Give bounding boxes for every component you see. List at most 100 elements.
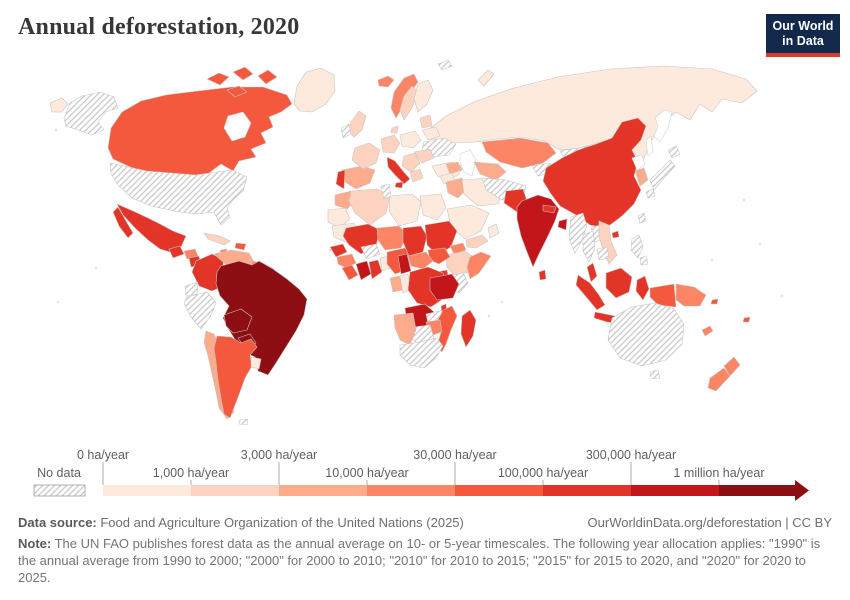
region-uzbekistan[interactable]: [473, 161, 507, 181]
region-solomon-islands[interactable]: [710, 298, 719, 305]
region-united-states[interactable]: [109, 162, 248, 226]
region-greece[interactable]: [409, 168, 424, 183]
region-hispaniola[interactable]: [234, 242, 247, 251]
region-sweden[interactable]: [399, 85, 419, 121]
region-ireland[interactable]: [340, 123, 352, 139]
region-portugal[interactable]: [335, 169, 346, 190]
legend-swatch-b7[interactable]: [631, 485, 719, 496]
region-indonesia-borneo[interactable]: [605, 267, 633, 299]
legend-swatch-b2[interactable]: [191, 485, 279, 496]
region-india[interactable]: [516, 194, 560, 268]
region-indonesia-sumatra[interactable]: [575, 274, 606, 311]
region-indonesia-sulawesi[interactable]: [635, 275, 650, 301]
region-ghana[interactable]: [368, 259, 383, 280]
legend-swatch-b3[interactable]: [279, 485, 367, 496]
region-yemen[interactable]: [465, 234, 489, 249]
region-italy-sicily[interactable]: [394, 181, 404, 189]
region-svalbard[interactable]: [437, 59, 453, 71]
region-fiji[interactable]: [742, 316, 751, 323]
region-central-african-republic[interactable]: [407, 251, 434, 270]
region-egypt[interactable]: [419, 193, 447, 221]
legend-no-data-swatch[interactable]: [33, 484, 86, 497]
region-oman[interactable]: [487, 223, 500, 239]
region-spain[interactable]: [341, 165, 376, 190]
region-new-caledonia[interactable]: [701, 325, 714, 337]
region-china[interactable]: [542, 117, 647, 229]
region-japan-hokkaido[interactable]: [667, 145, 681, 159]
region-brazil[interactable]: [215, 260, 308, 376]
region-australia-tasmania[interactable]: [649, 369, 661, 380]
region-nepal[interactable]: [542, 204, 557, 214]
region-peru[interactable]: [183, 291, 217, 330]
region-south-africa[interactable]: [399, 337, 444, 369]
region-chad[interactable]: [402, 225, 428, 257]
region-senegal[interactable]: [329, 243, 348, 258]
region-bangladesh[interactable]: [557, 218, 568, 231]
region-thailand[interactable]: [582, 230, 596, 263]
region-united-states-alaska[interactable]: [63, 91, 119, 136]
region-baltics[interactable]: [419, 114, 433, 129]
region-cote-divoire[interactable]: [355, 260, 372, 281]
owid-logo[interactable]: Our World in Data: [766, 14, 840, 57]
region-cuba[interactable]: [203, 232, 231, 246]
region-tanzania[interactable]: [429, 273, 460, 301]
region-uruguay[interactable]: [250, 356, 262, 370]
region-kazakhstan[interactable]: [481, 137, 557, 169]
region-japan-kyushu[interactable]: [645, 188, 656, 199]
region-canada[interactable]: [107, 86, 293, 176]
region-china-hainan[interactable]: [611, 230, 620, 239]
region-south-korea[interactable]: [634, 167, 649, 187]
region-vietnam[interactable]: [598, 220, 618, 265]
region-sierra-leone-liberia[interactable]: [341, 264, 359, 281]
region-canada-arctic-1[interactable]: [206, 72, 230, 86]
region-malaysia[interactable]: [586, 262, 598, 283]
region-burkina-faso[interactable]: [360, 243, 381, 260]
region-algeria[interactable]: [348, 188, 391, 226]
region-bolivia[interactable]: [223, 308, 253, 334]
region-argentina[interactable]: [213, 335, 258, 419]
region-guatemala[interactable]: [168, 245, 185, 259]
region-namibia[interactable]: [393, 312, 417, 346]
region-falkland[interactable]: [238, 418, 249, 426]
region-poland[interactable]: [399, 130, 422, 149]
legend-swatch-b5[interactable]: [455, 485, 543, 496]
region-taiwan[interactable]: [637, 212, 647, 224]
region-denmark[interactable]: [390, 125, 399, 134]
region-cameroon[interactable]: [397, 253, 412, 275]
region-romania[interactable]: [413, 148, 435, 164]
region-russia[interactable]: [423, 65, 758, 159]
region-guinea[interactable]: [336, 253, 357, 269]
region-new-zealand-south[interactable]: [707, 367, 731, 392]
region-mexico-baja[interactable]: [112, 206, 134, 239]
region-germany[interactable]: [380, 134, 401, 154]
region-philippines[interactable]: [630, 234, 644, 259]
owid-link[interactable]: OurWorldinData.org/deforestation | CC BY: [587, 515, 832, 530]
region-iceland[interactable]: [377, 75, 395, 88]
region-somalia[interactable]: [466, 251, 492, 280]
region-niger[interactable]: [376, 225, 408, 251]
region-papua-new-guinea[interactable]: [675, 283, 707, 307]
region-canada-arctic-3[interactable]: [257, 69, 278, 85]
region-russia-novaya-zemlya[interactable]: [477, 69, 495, 87]
region-greenland[interactable]: [293, 67, 336, 113]
region-western-sahara[interactable]: [327, 207, 351, 229]
region-ecuador[interactable]: [184, 281, 199, 297]
region-cambodia[interactable]: [596, 246, 610, 261]
legend-swatch-b1[interactable]: [103, 485, 191, 496]
legend-swatch-b8-arrow[interactable]: [719, 480, 809, 501]
region-canada-arctic-4[interactable]: [226, 85, 248, 98]
region-canada-arctic-2[interactable]: [232, 66, 254, 81]
region-japan-honshu[interactable]: [649, 159, 676, 191]
region-madagascar[interactable]: [460, 309, 477, 348]
region-myanmar[interactable]: [568, 212, 588, 254]
region-balkans[interactable]: [401, 152, 421, 173]
region-sri-lanka[interactable]: [538, 269, 547, 281]
region-italy[interactable]: [386, 156, 411, 185]
region-russia-chukotka-tip[interactable]: [49, 97, 69, 113]
region-mexico[interactable]: [116, 203, 187, 253]
region-belarus[interactable]: [421, 126, 441, 141]
region-libya[interactable]: [388, 193, 422, 227]
legend-swatch-b4[interactable]: [367, 485, 455, 496]
region-philippines-south[interactable]: [639, 255, 649, 266]
region-eritrea[interactable]: [449, 242, 467, 255]
